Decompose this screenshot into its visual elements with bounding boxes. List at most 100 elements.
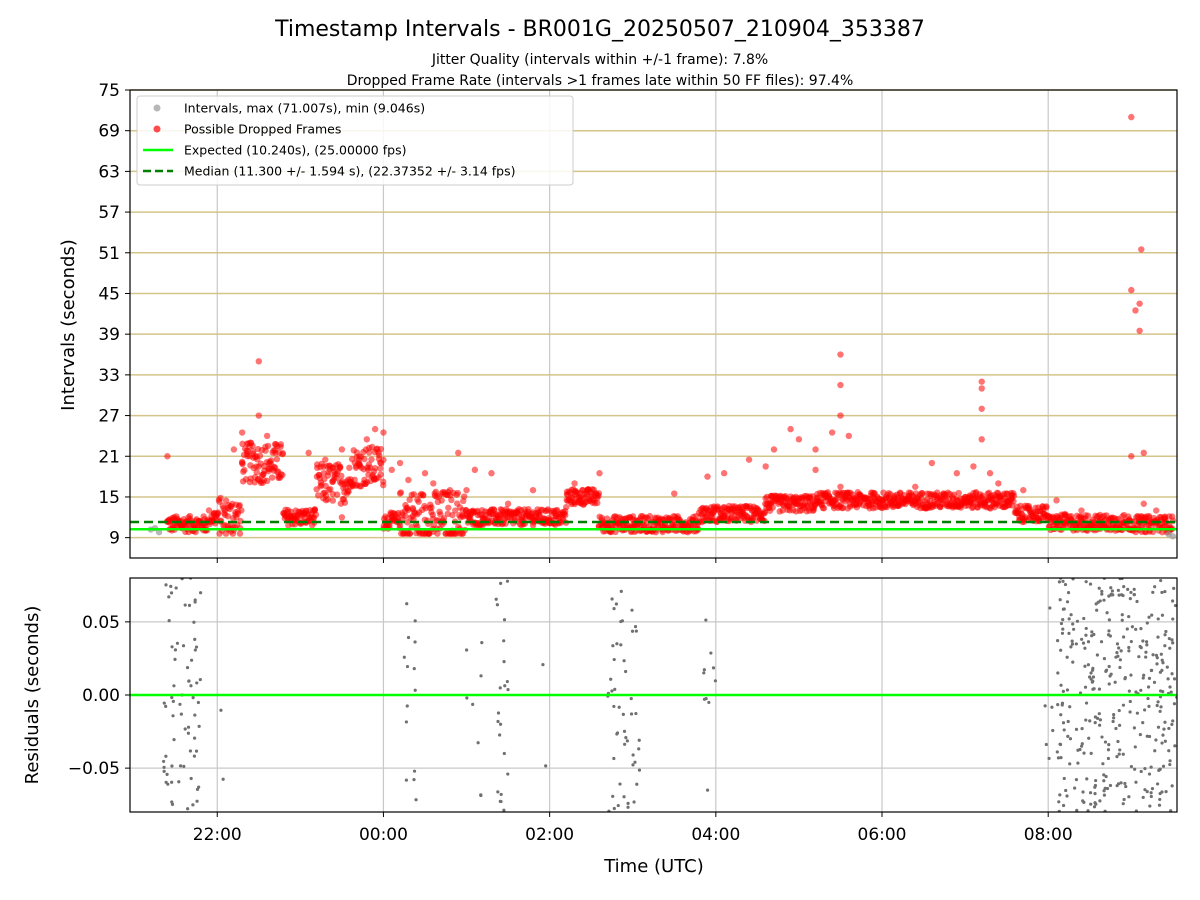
residual-point: [1156, 635, 1160, 639]
dropped-frame-point: [255, 358, 262, 365]
residual-point: [187, 679, 191, 683]
dropped-frame-point: [279, 471, 286, 479]
dropped-frame-point: [912, 483, 919, 490]
dropped-frame-point: [461, 493, 468, 500]
dropped-frame-point: [1128, 113, 1135, 121]
dropped-frame-point: [371, 464, 379, 472]
residual-point: [498, 722, 503, 726]
residual-point: [502, 808, 506, 812]
residual-point: [1102, 598, 1106, 602]
residual-point: [1139, 769, 1143, 774]
dropped-frame-point: [1061, 510, 1069, 518]
residual-point: [1123, 675, 1127, 680]
residual-point: [1075, 619, 1080, 623]
residual-point: [619, 619, 623, 624]
residual-point: [1097, 712, 1101, 716]
residual-point: [610, 597, 614, 601]
dropped-frame-point: [376, 465, 384, 472]
residual-point: [1145, 790, 1149, 794]
residual-point: [1074, 727, 1079, 731]
residual-point: [631, 763, 635, 767]
dropped-frame-point: [217, 494, 224, 502]
residual-point: [1117, 646, 1121, 650]
dropped-frame-point: [336, 464, 344, 471]
dropped-frame-point: [420, 492, 427, 499]
residual-point: [1134, 809, 1138, 812]
residual-point: [1135, 711, 1140, 715]
residual-point: [1090, 630, 1094, 634]
residual-point: [1156, 700, 1160, 704]
residual-point: [1143, 766, 1147, 771]
dropped-frame-point: [312, 511, 320, 518]
residual-point: [1144, 640, 1149, 644]
residual-point: [1065, 688, 1070, 692]
dropped-frame-point: [256, 452, 264, 459]
residual-point: [1067, 617, 1071, 621]
residual-point: [1116, 739, 1120, 744]
residual-point: [1116, 588, 1120, 592]
residual-point: [707, 700, 711, 705]
residual-point: [502, 639, 506, 643]
residual-point: [476, 741, 480, 745]
residual-point: [1056, 703, 1060, 707]
dropped-frame-point: [445, 504, 452, 511]
dropped-frame-point: [230, 446, 238, 453]
residual-point: [1067, 631, 1071, 636]
residual-point: [1097, 586, 1101, 590]
dropped-frame-point: [787, 425, 794, 433]
residual-point: [413, 619, 417, 623]
residual-point: [1091, 675, 1096, 679]
residual-point: [1168, 759, 1172, 763]
dropped-frame-point: [238, 507, 245, 514]
residual-point: [1141, 639, 1145, 643]
residual-point: [1160, 590, 1164, 595]
residual-point: [1086, 663, 1090, 667]
residual-point: [1083, 646, 1087, 650]
residual-point: [172, 684, 176, 688]
residual-point: [615, 732, 619, 736]
residual-point: [1166, 677, 1170, 681]
residual-point: [619, 589, 623, 593]
residual-point: [1113, 680, 1117, 684]
dropped-frame-point: [368, 456, 375, 463]
residual-point: [1107, 618, 1111, 622]
residual-point: [169, 591, 174, 595]
interval-point: [1165, 531, 1172, 538]
residual-point: [502, 660, 506, 664]
residual-point: [413, 640, 417, 644]
legend-label: Intervals, max (71.007s), min (9.046s): [184, 101, 425, 116]
residual-point: [199, 591, 203, 595]
residual-point: [709, 651, 713, 655]
dropped-frame-point: [919, 490, 926, 497]
residual-point: [1106, 748, 1111, 752]
dropped-frame-point: [396, 522, 404, 529]
residual-point: [1170, 784, 1174, 788]
residual-point: [1061, 689, 1065, 694]
dropped-frame-point: [770, 446, 778, 453]
residual-point: [1121, 802, 1125, 806]
residual-point: [1153, 585, 1157, 589]
dropped-frame-point: [380, 478, 387, 485]
residual-point: [702, 671, 706, 675]
residual-point: [1163, 720, 1167, 724]
dropped-frame-point: [205, 507, 213, 514]
residual-point: [494, 597, 498, 601]
residual-point: [624, 735, 628, 740]
residual-point: [414, 798, 418, 802]
residual-point: [1089, 802, 1093, 806]
dropped-frame-point: [812, 446, 819, 453]
x-tick-label: 02:00: [525, 825, 574, 845]
residual-point: [1071, 660, 1075, 664]
residual-point: [1095, 608, 1099, 612]
dropped-frame-point: [241, 466, 248, 474]
legend-label: Expected (10.240s), (25.00000 fps): [184, 143, 406, 158]
dropped-frame-point: [745, 456, 753, 463]
dropped-frame-point: [438, 490, 445, 497]
residual-point: [1111, 719, 1115, 724]
residual-point: [193, 637, 197, 641]
residual-point: [192, 620, 196, 624]
interval-point: [155, 529, 163, 536]
residual-point: [637, 738, 641, 742]
intervals-panel: 9 15 21 27 33 39 45 51 57 63 69 75 Intervals, max (7…: [98, 81, 1178, 563]
